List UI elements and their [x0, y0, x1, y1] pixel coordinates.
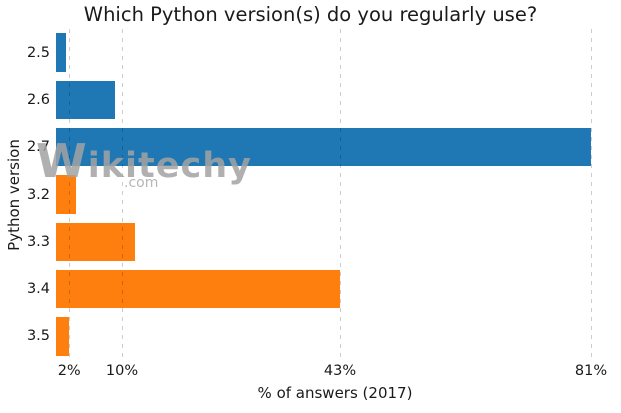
gridline-43%	[340, 29, 341, 360]
x-axis-label: % of answers (2017)	[257, 384, 413, 402]
x-tick-label-81%: 81%	[574, 363, 608, 379]
bar-3.2	[56, 175, 76, 214]
bar-3.4	[56, 269, 340, 309]
y-tick-label-3.3: 3.3	[26, 233, 50, 250]
bar-2.7	[56, 127, 591, 167]
plot-area: Wikitechy .com	[36, 29, 614, 360]
x-tick-label-10%: 10%	[105, 363, 139, 379]
y-tick-label-2.7: 2.7	[26, 138, 50, 155]
y-tick-label-3.4: 3.4	[26, 280, 50, 297]
x-tick-label-43%: 43%	[323, 363, 357, 379]
watermark-domain: .com	[124, 175, 159, 191]
y-tick-label-3.2: 3.2	[26, 186, 50, 203]
bar-2.6	[56, 80, 116, 120]
gridline-2%	[69, 29, 71, 360]
bar-3.5	[56, 317, 70, 356]
bar-2.5	[56, 33, 66, 72]
y-tick-label-2.5: 2.5	[26, 44, 50, 61]
bar-3.3	[56, 222, 136, 262]
gridline-10%	[122, 29, 124, 360]
chart-title: Which Python version(s) do you regularly…	[83, 3, 538, 26]
gridline-81%	[591, 29, 592, 360]
y-tick-label-3.5: 3.5	[26, 328, 50, 345]
y-tick-label-2.6: 2.6	[26, 91, 50, 108]
x-tick-label-2%: 2%	[57, 363, 81, 379]
